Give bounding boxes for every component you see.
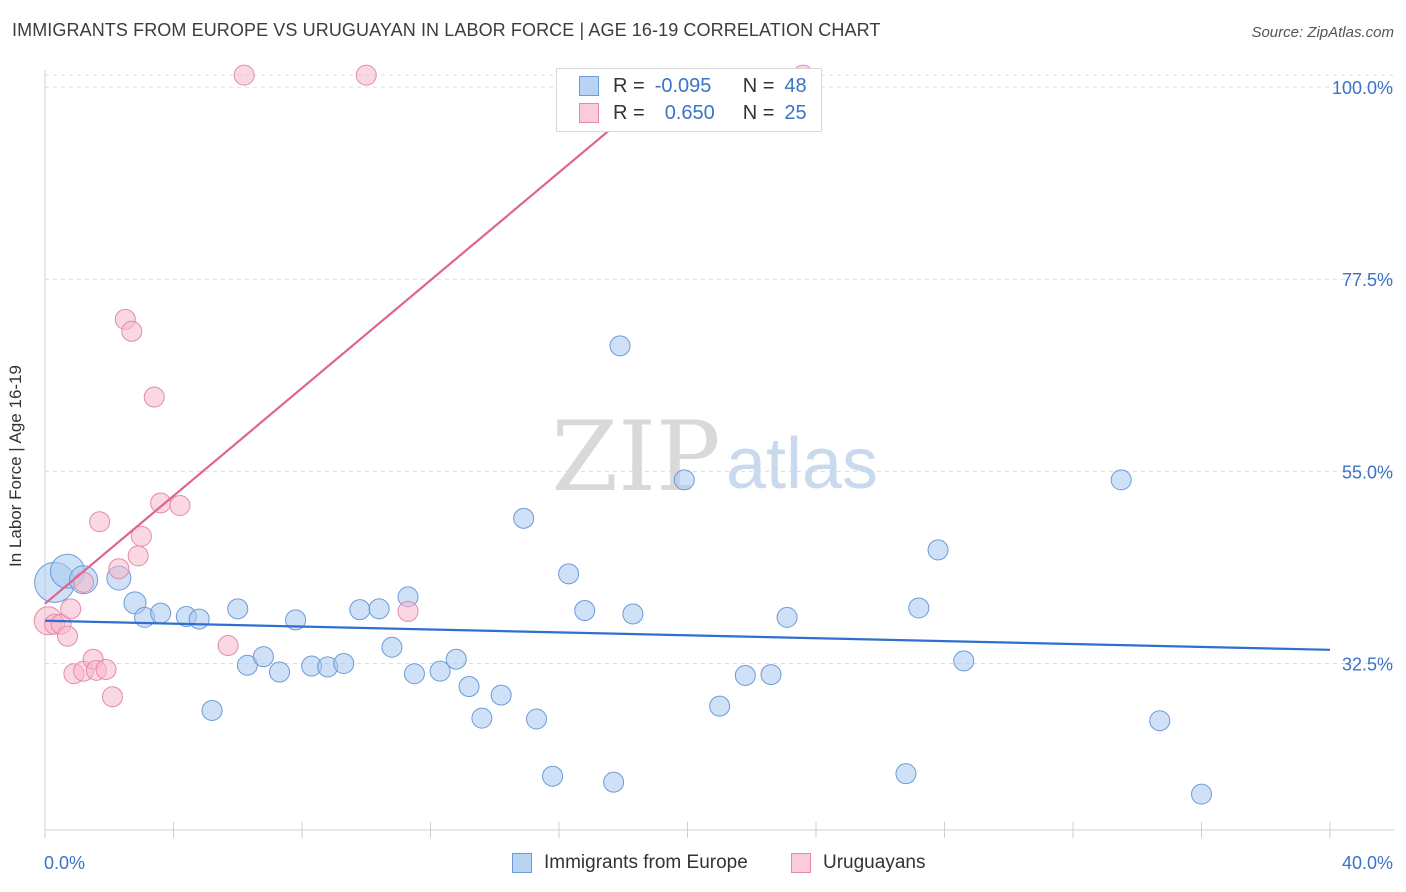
- uruguay-point: [56, 625, 78, 647]
- europe-r-label: R =: [613, 74, 645, 97]
- uruguay-n-label: N =: [742, 101, 775, 124]
- uruguay-point: [108, 558, 130, 580]
- watermark: ZIP atlas: [551, 401, 878, 513]
- uruguay-trend-line: [44, 69, 682, 605]
- y-tick-label: 100.0%: [1332, 78, 1393, 98]
- europe-point: [542, 765, 564, 787]
- uruguay-point: [150, 492, 172, 514]
- stats-legend: R = -0.095 N = 48 R = 0.650 N = 25: [556, 68, 822, 132]
- europe-point: [445, 648, 467, 670]
- x-tick-label: 40.0%: [1342, 853, 1393, 873]
- europe-point: [513, 507, 535, 529]
- uruguay-point: [127, 545, 149, 567]
- uruguay-point: [95, 658, 117, 680]
- uruguay-point: [121, 320, 143, 342]
- europe-point: [622, 603, 644, 625]
- x-tick-label: 0.0%: [44, 853, 85, 873]
- uruguay-point: [73, 571, 95, 593]
- europe-point: [285, 609, 307, 631]
- europe-r-value: -0.095: [654, 74, 712, 97]
- uruguay-swatch: [579, 103, 599, 123]
- europe-point: [1191, 783, 1212, 805]
- europe-point: [1149, 710, 1171, 732]
- y-axis-label: In Labor Force | Age 16-19: [6, 365, 25, 567]
- europe-n-label: N =: [742, 74, 775, 97]
- europe-point: [368, 598, 390, 620]
- legend-uruguay-swatch: [791, 853, 811, 873]
- europe-point: [490, 684, 512, 706]
- europe-point: [150, 602, 172, 624]
- europe-point: [403, 663, 425, 685]
- trend-lines: [44, 69, 1331, 651]
- uruguay-r-value: 0.650: [664, 101, 715, 124]
- chart-title: IMMIGRANTS FROM EUROPE VS URUGUAYAN IN L…: [12, 20, 881, 40]
- uruguay-point: [60, 598, 82, 620]
- europe-point: [927, 539, 949, 561]
- uruguay-point: [143, 386, 165, 408]
- europe-point: [895, 763, 917, 785]
- europe-point: [471, 707, 493, 729]
- europe-point: [188, 608, 210, 630]
- uruguay-point: [355, 64, 377, 86]
- europe-n-value: 48: [784, 74, 807, 97]
- europe-point: [201, 699, 223, 721]
- europe-point: [227, 598, 249, 620]
- europe-point: [574, 600, 596, 622]
- europe-point: [776, 606, 798, 628]
- data-points: [33, 64, 1212, 805]
- europe-point: [269, 661, 291, 683]
- europe-trend-line: [44, 619, 1331, 651]
- europe-point: [333, 652, 355, 674]
- uruguay-n-value: 25: [784, 101, 807, 124]
- legend-europe-label: Immigrants from Europe: [544, 852, 748, 873]
- uruguay-point: [397, 600, 419, 622]
- uruguay-point: [169, 495, 191, 517]
- europe-point: [908, 597, 930, 619]
- europe-swatch: [579, 76, 599, 96]
- uruguay-point: [101, 686, 123, 708]
- europe-point: [709, 695, 731, 717]
- europe-point: [526, 708, 548, 730]
- uruguay-point: [233, 64, 255, 86]
- uruguay-point: [130, 525, 152, 547]
- uruguay-r-label: R =: [613, 101, 645, 124]
- europe-point: [953, 650, 975, 672]
- europe-point: [558, 563, 580, 585]
- europe-point: [252, 646, 274, 668]
- gridlines: [45, 74, 1394, 664]
- legend-uruguay-label: Uruguayans: [823, 852, 926, 873]
- source-label: Source: ZipAtlas.com: [1251, 24, 1394, 41]
- legend-item-europe[interactable]: Immigrants from Europe: [512, 852, 748, 874]
- europe-point: [603, 771, 625, 793]
- europe-point: [429, 660, 451, 682]
- uruguay-point: [217, 635, 239, 657]
- europe-point: [458, 676, 480, 698]
- uruguay-point: [89, 511, 111, 533]
- watermark-atlas: atlas: [726, 424, 878, 504]
- tick-labels: 32.5% 55.0% 77.5% 100.0% 0.0% 40.0%: [44, 78, 1393, 873]
- y-tick-label: 77.5%: [1342, 270, 1393, 290]
- legend-row-uruguay: R = 0.650 N = 25: [579, 100, 807, 126]
- europe-point: [349, 599, 371, 621]
- legend-item-uruguay[interactable]: Uruguayans: [791, 852, 925, 874]
- y-tick-label: 55.0%: [1342, 462, 1393, 482]
- watermark-zip: ZIP: [551, 401, 720, 513]
- europe-point: [734, 664, 756, 686]
- legend-europe-swatch: [512, 853, 532, 873]
- europe-point: [381, 636, 403, 658]
- legend-row-europe: R = -0.095 N = 48: [579, 73, 807, 99]
- europe-point: [760, 664, 782, 686]
- y-tick-label: 32.5%: [1342, 654, 1393, 674]
- axes: [44, 70, 1394, 838]
- europe-point: [1110, 469, 1132, 491]
- series-legend: Immigrants from Europe Uruguayans: [0, 852, 1406, 878]
- europe-point: [609, 335, 631, 357]
- europe-point: [673, 469, 695, 491]
